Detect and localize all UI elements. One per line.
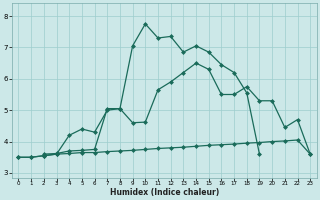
X-axis label: Humidex (Indice chaleur): Humidex (Indice chaleur) <box>110 188 219 197</box>
